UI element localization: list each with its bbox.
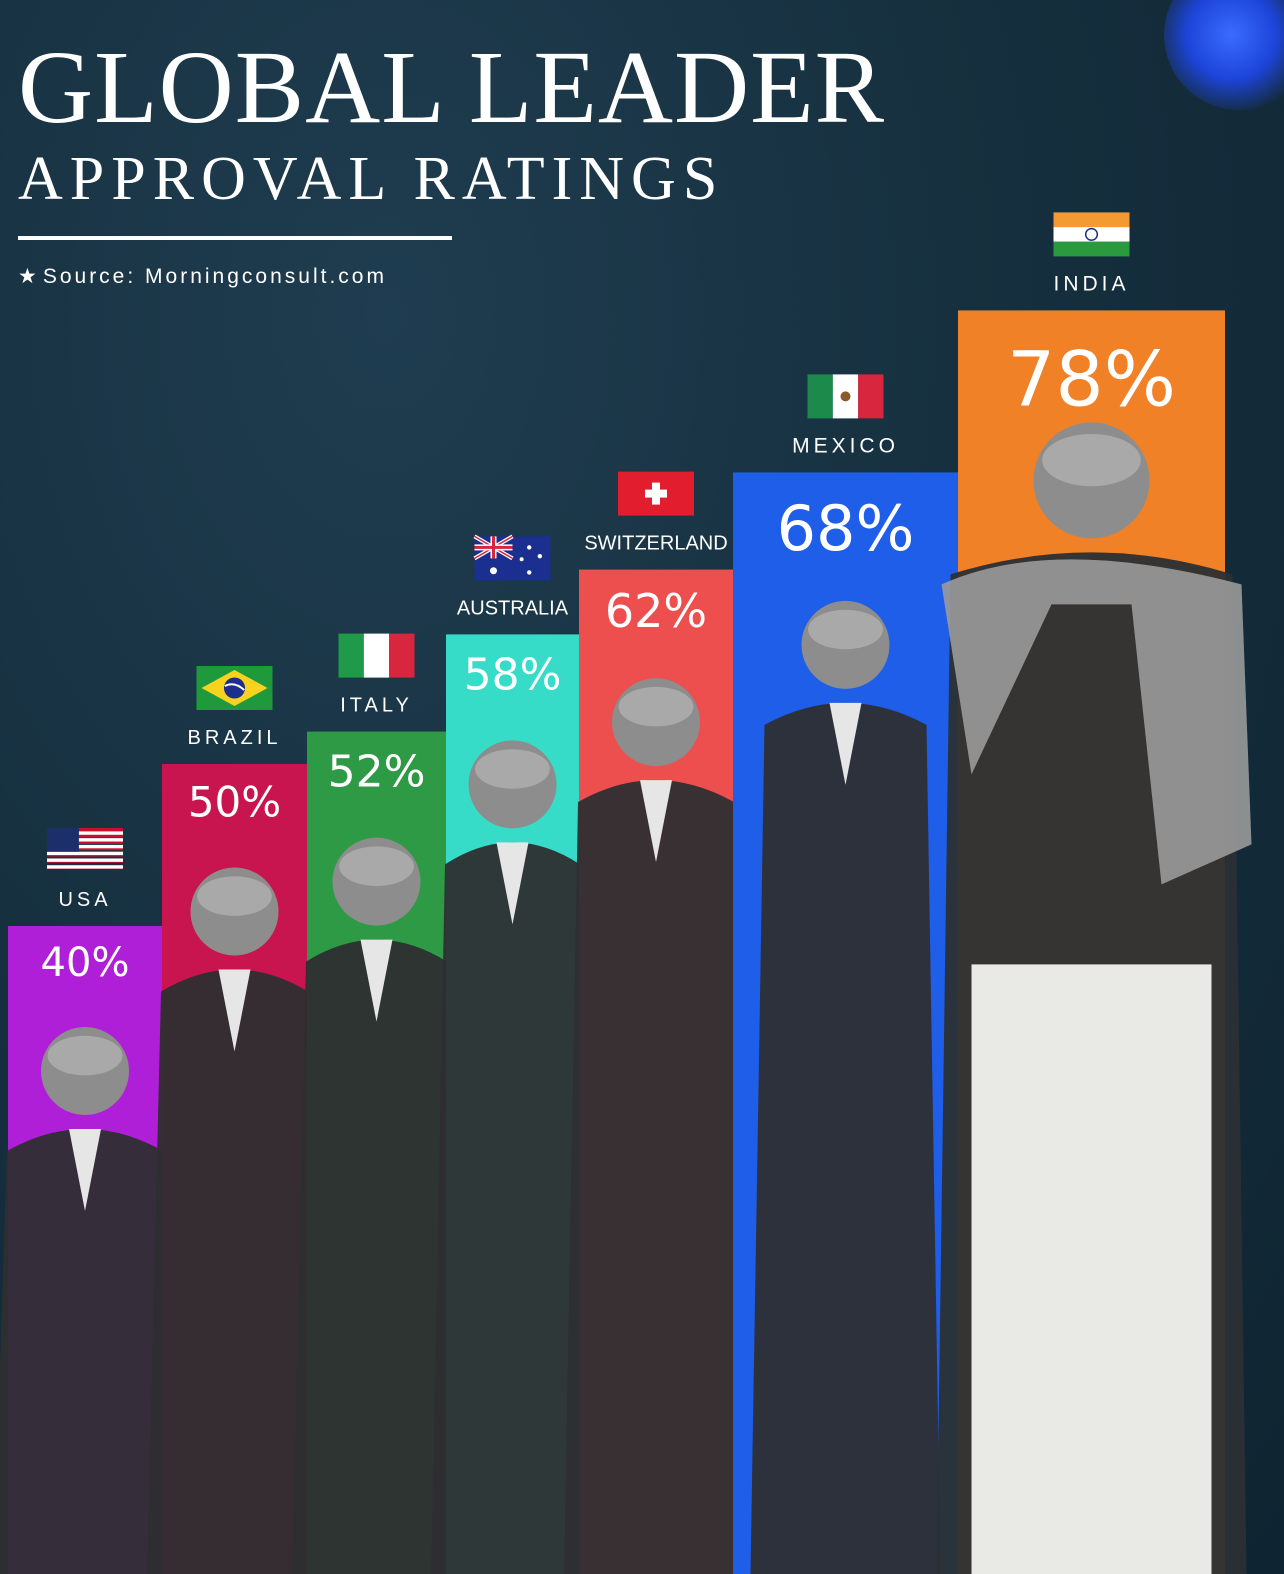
category-label-brazil: BRAZIL: [187, 727, 281, 749]
value-label-italy: 52%: [328, 747, 426, 798]
leader-photo-australia: [431, 740, 594, 1574]
category-label-australia: AUSTRALIA: [457, 597, 569, 619]
leader-photo-switzerland: [564, 678, 748, 1574]
bar-group-usa: 40% USA: [0, 828, 177, 1574]
chart-subtitle: APPROVAL RATINGS: [18, 145, 725, 213]
india-flag-icon: [1053, 212, 1130, 257]
value-label-australia: 58%: [464, 649, 562, 700]
italy-flag-icon: [338, 633, 415, 678]
bar-group-australia: 58% AUSTRALIA: [431, 534, 594, 1574]
chart-title: GLOBAL LEADER: [18, 30, 886, 145]
category-label-switzerland: SWITZERLAND: [584, 533, 727, 555]
leader-photo-brazil: [147, 867, 322, 1574]
source-note: ★ Source: Morningconsult.com: [18, 264, 387, 289]
category-label-mexico: MEXICO: [792, 434, 899, 457]
bar-group-india: 78% INDIA: [936, 212, 1252, 1574]
switzerland-flag-icon: [618, 471, 694, 516]
leader-photo-italy: [292, 837, 461, 1574]
bar-group-mexico: 68% MEXICO: [733, 374, 958, 1574]
australia-flag-icon: [473, 534, 551, 581]
bar-group-brazil: 50% BRAZIL: [147, 666, 322, 1574]
value-label-brazil: 50%: [188, 778, 281, 827]
source-text: Source: Morningconsult.com: [42, 265, 387, 288]
leader-photo-india: [936, 422, 1252, 1574]
brazil-flag-icon: [196, 666, 273, 710]
leader-photo-usa: [0, 1027, 177, 1574]
bar-group-switzerland: 62% SWITZERLAND: [564, 471, 748, 1574]
mexico-flag-icon: [807, 374, 884, 419]
leader-photo-mexico: [750, 600, 941, 1574]
category-label-italy: ITALY: [340, 695, 413, 717]
category-label-usa: USA: [58, 889, 111, 911]
value-label-mexico: 68%: [777, 492, 915, 565]
value-label-india: 78%: [1007, 334, 1176, 423]
value-label-usa: 40%: [41, 940, 130, 986]
bar-group-italy: 52% ITALY: [292, 633, 461, 1574]
category-label-india: INDIA: [1053, 272, 1129, 295]
star-icon: ★: [18, 265, 37, 288]
value-label-switzerland: 62%: [605, 584, 707, 638]
title-divider: [18, 236, 452, 240]
usa-flag-icon: [47, 828, 123, 870]
